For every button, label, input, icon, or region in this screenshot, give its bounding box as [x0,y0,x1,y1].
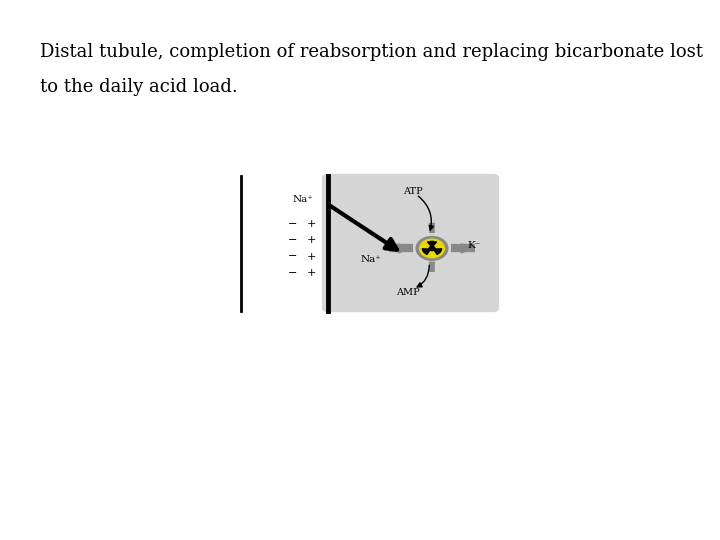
Text: −: − [287,252,297,261]
Text: Distal tubule, completion of reabsorption and replacing bicarbonate lost: Distal tubule, completion of reabsorptio… [40,43,703,61]
Text: −: − [287,235,297,245]
Wedge shape [422,248,431,255]
Text: +: + [306,252,316,261]
Text: ATP: ATP [402,187,423,196]
Text: Na⁺: Na⁺ [292,195,312,204]
Wedge shape [433,248,442,255]
Text: K⁻: K⁻ [467,241,480,250]
FancyBboxPatch shape [322,174,499,312]
Text: +: + [306,219,316,229]
Text: −: − [287,268,297,278]
Text: +: + [306,268,316,278]
Wedge shape [426,241,438,246]
Circle shape [429,246,435,251]
Circle shape [416,237,448,260]
Text: +: + [306,235,316,245]
Text: Na⁺: Na⁺ [361,255,382,264]
Text: −: − [287,219,297,229]
Text: AMP: AMP [397,288,420,297]
Text: to the daily acid load.: to the daily acid load. [40,78,238,96]
Circle shape [420,239,444,258]
